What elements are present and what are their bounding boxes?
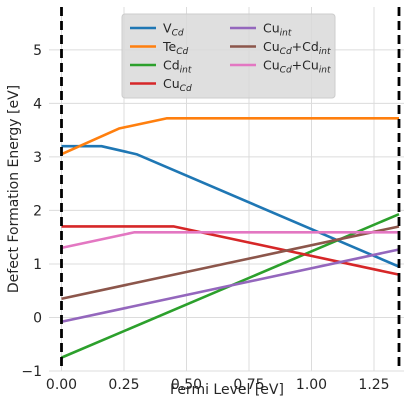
legend-label: Cuint (263, 21, 292, 39)
fermi-bounds (60, 7, 401, 371)
y-tick-labels: −1 0 1 2 3 4 5 (21, 43, 42, 380)
series-line-6 (61, 231, 399, 250)
legend-item-1: TeCd (130, 39, 188, 57)
legend-label: CuCd+Cdint (263, 39, 331, 57)
y-axis-title: Defect Formation Energy [eV] (6, 85, 22, 293)
x-tick-label: 0.25 (108, 377, 139, 393)
y-tick-label: 5 (33, 43, 42, 59)
legend-item-3: CuCd (130, 76, 192, 94)
series-line-3 (61, 225, 400, 276)
y-tick-label: 4 (33, 96, 42, 112)
x-tick-label: 1.25 (358, 377, 389, 393)
legend-label: Cdint (163, 58, 192, 76)
series-line-5 (61, 225, 400, 301)
x-tick-label: 1.00 (296, 377, 327, 393)
x-tick-label: 0.75 (233, 377, 264, 393)
series-line-4 (61, 248, 400, 324)
x-tick-labels: 0.00 0.25 0.50 0.75 1.00 1.25 (46, 377, 390, 393)
legend-item-6: CuCd+Cuint (230, 58, 331, 76)
y-tick-label: 2 (33, 203, 42, 219)
legend-label: TeCd (162, 39, 188, 57)
legend-item-0: VCd (130, 21, 184, 39)
legend-item-5: CuCd+Cdint (230, 39, 331, 57)
x-tick-label: 0.00 (46, 377, 77, 393)
legend-label: VCd (163, 21, 184, 39)
legend-item-2: Cdint (130, 58, 192, 76)
x-axis-title: Fermi Level [eV] (170, 382, 284, 398)
legend-box (121, 13, 336, 99)
y-tick-label: 1 (33, 257, 42, 273)
y-tick-label: 3 (33, 150, 42, 166)
y-tick-label: 0 (33, 310, 42, 326)
series-lines (60, 117, 400, 359)
x-tick-label: 0.50 (171, 377, 202, 393)
legend-item-4: Cuint (230, 21, 292, 39)
legend-label: CuCd+Cuint (263, 58, 331, 76)
legend-label: CuCd (163, 76, 192, 94)
y-tick-label: −1 (21, 364, 42, 380)
series-line-1 (60, 117, 399, 156)
